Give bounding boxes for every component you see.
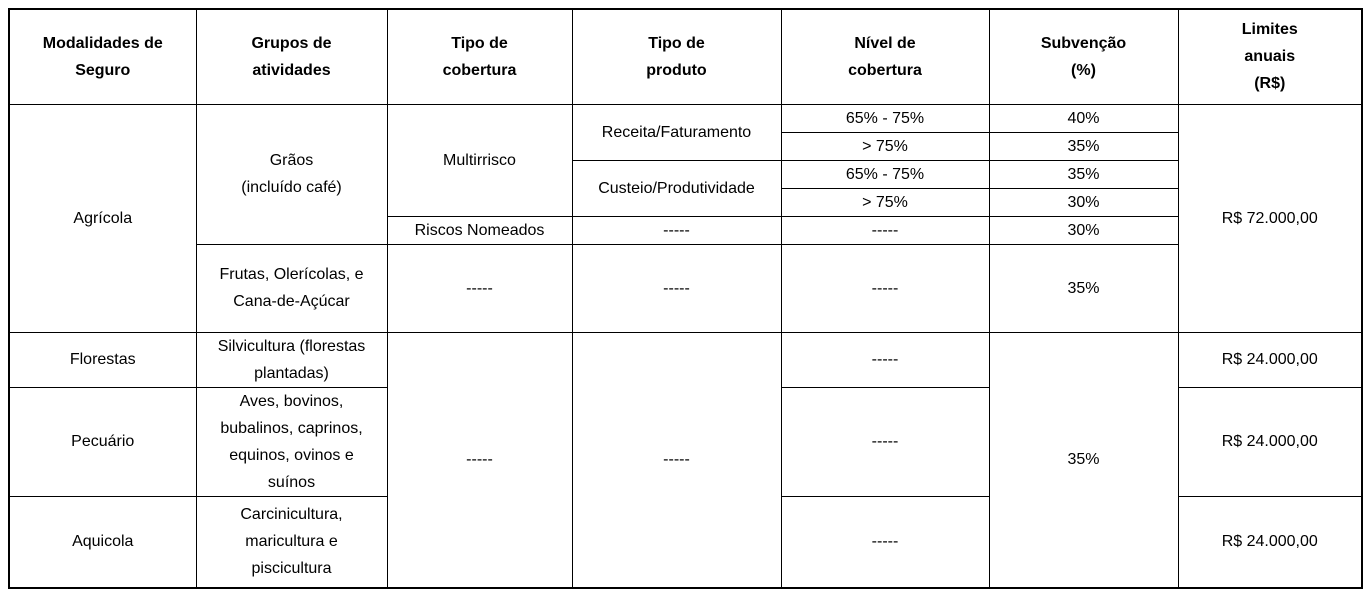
- cell-nivel-65-75-custeio: 65% - 75%: [780, 159, 990, 189]
- header-nivel-de-cobertura: Nível de cobertura: [780, 8, 990, 105]
- header-tipo-de-produto: Tipo de produto: [571, 8, 782, 105]
- table-row: Riscos Nomeados ----- ----- 30%: [9, 215, 1362, 245]
- cell-subvencao-35-merged: 35%: [988, 331, 1179, 589]
- cell-grupo-frutas: Frutas, Olerícolas, e Cana-de-Açúcar: [195, 243, 388, 333]
- cell-grupo-carcinicultura: Carcinicultura, maricultura e piscicultu…: [195, 495, 388, 589]
- cell-produto-receita-faturamento: Receita/Faturamento: [571, 103, 782, 161]
- cell-grupo-aves: Aves, bovinos, bubalinos, caprinos, equi…: [195, 386, 388, 497]
- cell-modalidade-pecuario: Pecuário: [8, 386, 197, 497]
- cell-subvencao-30-custeio: 30%: [988, 187, 1179, 217]
- cell-nivel-65-75-receita: 65% - 75%: [780, 103, 990, 133]
- cell-cobertura-dash-frutas: -----: [386, 243, 573, 333]
- table-row: Custeio/Produtividade 65% - 75% 35%: [9, 159, 1362, 217]
- header-limites-anuais: Limites anuais (R$): [1177, 8, 1363, 105]
- cell-nivel-dash-riscos: -----: [780, 215, 990, 245]
- cell-nivel-dash-pecuario: -----: [780, 386, 990, 497]
- cell-grupo-graos: Grãos (incluído café): [195, 103, 388, 245]
- header-modalidades-de-seguro: Modalidades de Seguro: [8, 8, 197, 105]
- cell-cobertura-multirrisco: Multirrisco: [386, 103, 573, 217]
- table-row: Aquicola Carcinicultura, maricultura e p…: [8, 495, 1363, 589]
- header-tipo-de-cobertura: Tipo de cobertura: [386, 8, 573, 105]
- cell-produto-custeio-produtividade: Custeio/Produtividade: [571, 159, 782, 217]
- table-row: Pecuário Aves, bovinos, bubalinos, capri…: [8, 386, 1363, 497]
- cell-subvencao-40: 40%: [988, 103, 1179, 133]
- cell-produto-dash-riscos: -----: [571, 215, 782, 245]
- table-row: Frutas, Olerícolas, e Cana-de-Açúcar ---…: [9, 243, 1362, 333]
- cell-grupo-silvicultura: Silvicultura (florestas plantadas): [195, 331, 388, 388]
- cell-limite-agricola: R$ 72.000,00: [1177, 103, 1363, 333]
- cell-subvencao-35-receita: 35%: [988, 131, 1179, 161]
- cell-limite-florestas: R$ 24.000,00: [1177, 331, 1363, 388]
- cell-nivel-dash-aquicola: -----: [780, 495, 990, 589]
- cell-cobertura-dash-merged: -----: [386, 331, 573, 589]
- table-row: > 75% 35%: [9, 131, 1362, 161]
- table-row: > 75% 30%: [9, 187, 1362, 217]
- cell-limite-aquicola: R$ 24.000,00: [1177, 495, 1363, 589]
- header-grupos-de-atividades: Grupos de atividades: [195, 8, 388, 105]
- header-subvencao: Subvenção (%): [988, 8, 1179, 105]
- header-row: Modalidades de Seguro Grupos de atividad…: [8, 8, 1363, 105]
- cell-modalidade-agricola: Agrícola: [8, 103, 197, 333]
- cell-nivel-gt-75-custeio: > 75%: [780, 187, 990, 217]
- cell-cobertura-riscos-nomeados: Riscos Nomeados: [386, 215, 573, 245]
- cell-subvencao-35-custeio: 35%: [988, 159, 1179, 189]
- table-row: Agrícola Grãos (incluído café) Multirris…: [8, 103, 1363, 333]
- cell-nivel-dash-frutas: -----: [780, 243, 990, 333]
- cell-modalidade-florestas: Florestas: [8, 331, 197, 388]
- cell-subvencao-35-frutas: 35%: [988, 243, 1179, 333]
- cell-produto-dash-frutas: -----: [571, 243, 782, 333]
- subsidy-table: Modalidades de Seguro Grupos de atividad…: [8, 8, 1363, 589]
- cell-nivel-dash-florestas: -----: [780, 331, 990, 388]
- cell-modalidade-aquicola: Aquicola: [8, 495, 197, 589]
- cell-produto-dash-merged: -----: [571, 331, 782, 589]
- cell-limite-pecuario: R$ 24.000,00: [1177, 386, 1363, 497]
- table-row: Florestas Silvicultura (florestas planta…: [8, 331, 1363, 589]
- cell-subvencao-30-riscos: 30%: [988, 215, 1179, 245]
- cell-nivel-gt-75-receita: > 75%: [780, 131, 990, 161]
